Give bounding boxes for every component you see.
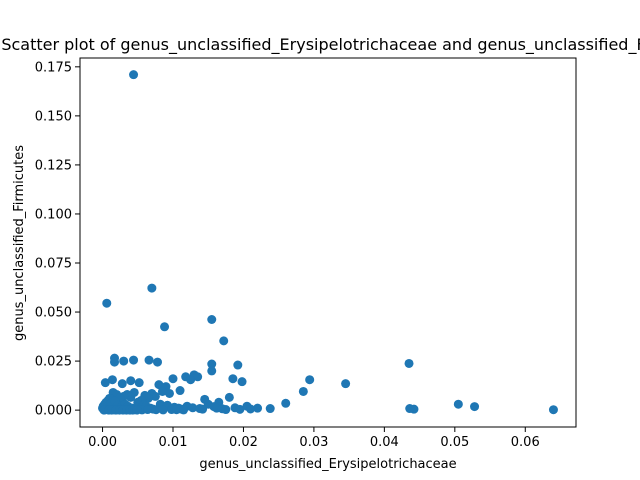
y-axis: 0.000 0.025 0.050 0.075 0.100 0.125 0.150 0.175 <box>35 60 80 419</box>
y-tick-label: 0.050 <box>35 306 72 321</box>
y-tick-label: 0.125 <box>35 158 72 173</box>
scatter-point <box>548 405 558 415</box>
x-axis: 0.00 0.01 0.02 0.03 0.04 0.05 0.06 <box>88 427 540 450</box>
y-tick-label: 0.150 <box>35 109 72 124</box>
x-tick-label: 0.06 <box>511 435 540 450</box>
x-tick-label: 0.05 <box>440 435 469 450</box>
y-tick-label: 0.100 <box>35 207 72 222</box>
scatter-point <box>126 376 136 386</box>
scatter-point <box>117 379 127 389</box>
scatter-point <box>341 379 351 389</box>
scatter-point <box>200 394 210 404</box>
scatter-point <box>233 360 243 370</box>
scatter-point <box>110 357 120 367</box>
scatter-point <box>470 402 480 412</box>
scatter-point <box>168 374 178 384</box>
plot-frame <box>79 57 577 428</box>
scatter-point <box>158 405 168 415</box>
x-tick-label: 0.00 <box>88 435 117 450</box>
scatter-point <box>102 298 112 308</box>
scatter-point <box>281 398 291 408</box>
x-tick-label: 0.02 <box>229 435 258 450</box>
scatter-point <box>198 404 208 414</box>
scatter-point <box>107 375 117 385</box>
scatter-point <box>144 355 154 365</box>
scatter-point <box>129 70 139 80</box>
x-tick-label: 0.03 <box>299 435 328 450</box>
scatter-point <box>253 403 263 413</box>
scatter-point <box>228 374 238 384</box>
scatter-point <box>100 378 110 388</box>
scatter-point <box>157 386 167 396</box>
scatter-point <box>160 322 170 332</box>
scatter-point <box>153 357 162 367</box>
y-tick-label: 0.175 <box>35 60 72 75</box>
scatter-point <box>154 380 164 390</box>
scatter-point <box>188 403 198 413</box>
scatter-point <box>143 405 153 415</box>
scatter-point <box>175 386 185 396</box>
y-axis-label: genus_unclassified_Firmicutes <box>12 145 27 341</box>
scatter-point <box>237 377 247 387</box>
scatter-point <box>298 386 308 396</box>
scatter-point <box>305 375 315 385</box>
scatter-point <box>235 404 245 414</box>
scatter-point <box>151 405 161 415</box>
y-tick-label: 0.025 <box>35 355 72 370</box>
scatter-point <box>246 404 255 414</box>
scatter-point <box>129 355 139 365</box>
scatter-point <box>119 356 129 366</box>
scatter-point <box>179 405 189 415</box>
scatter-point <box>404 358 414 368</box>
y-tick-label: 0.075 <box>35 257 72 272</box>
scatter-point <box>186 375 196 385</box>
scatter-point <box>405 404 415 414</box>
scatter-point <box>265 404 275 414</box>
chart-title: Scatter plot of genus_unclassified_Erysi… <box>1 35 640 55</box>
y-tick-label: 0.000 <box>35 404 72 419</box>
x-tick-label: 0.04 <box>370 435 399 450</box>
scatter-point <box>224 392 234 402</box>
scatter-point <box>164 388 174 398</box>
scatter-point <box>453 399 463 409</box>
scatter-point <box>132 405 142 415</box>
scatter-point <box>219 336 229 346</box>
x-axis-label: genus_unclassified_Erysipelotrichaceae <box>199 457 456 472</box>
scatter-point <box>221 405 231 415</box>
scatter-point <box>207 315 217 324</box>
scatter-point <box>147 283 157 293</box>
scatter-point <box>207 366 217 376</box>
scatter-point <box>172 405 182 415</box>
x-tick-label: 0.01 <box>159 435 188 450</box>
scatter-point <box>134 378 144 388</box>
scatter-point <box>207 359 217 369</box>
points-layer <box>98 70 558 415</box>
